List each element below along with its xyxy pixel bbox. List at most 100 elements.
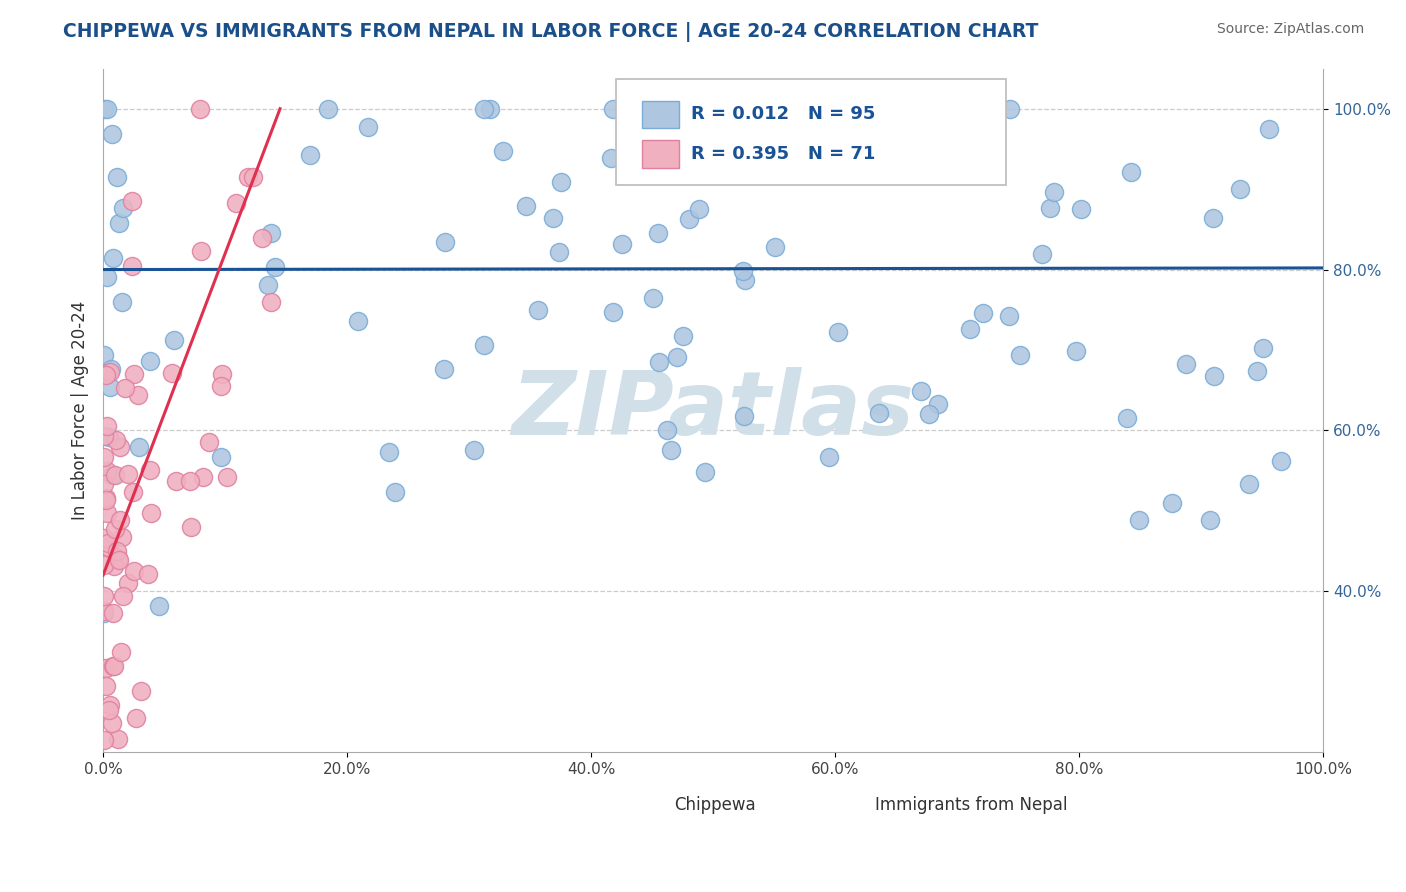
Point <box>122 367 145 381</box>
Point <box>111 202 134 216</box>
Point <box>110 513 132 527</box>
Point <box>659 443 682 458</box>
Point <box>347 314 370 328</box>
Point <box>1251 341 1274 355</box>
Point <box>1031 247 1053 261</box>
Point <box>125 711 148 725</box>
Point <box>917 407 939 421</box>
Point <box>96 419 118 434</box>
Bar <box>643 140 679 168</box>
Point <box>602 305 624 319</box>
Point <box>733 264 755 278</box>
Point <box>959 321 981 335</box>
Point <box>1064 344 1087 359</box>
Point <box>264 260 287 274</box>
Point <box>318 102 340 116</box>
Point <box>433 235 456 250</box>
Text: Immigrants from Nepal: Immigrants from Nepal <box>876 797 1069 814</box>
Point <box>211 367 233 381</box>
Point <box>98 698 121 712</box>
Point <box>733 409 755 423</box>
Point <box>94 491 117 505</box>
Point <box>688 202 710 216</box>
Point <box>100 468 122 483</box>
Point <box>610 237 633 252</box>
Point <box>1202 211 1225 226</box>
Point <box>103 659 125 673</box>
Point <box>827 326 849 340</box>
Point <box>93 531 115 545</box>
Point <box>242 170 264 185</box>
Point <box>101 658 124 673</box>
Point <box>163 333 186 347</box>
Point <box>998 102 1021 116</box>
Point <box>93 733 115 747</box>
Point <box>299 148 322 162</box>
Point <box>1229 182 1251 196</box>
Point <box>107 551 129 566</box>
Point <box>165 474 187 488</box>
Point <box>111 530 134 544</box>
Point <box>98 541 121 555</box>
Point <box>114 380 136 394</box>
Point <box>198 434 221 449</box>
Point <box>1246 363 1268 377</box>
Point <box>225 195 247 210</box>
Point <box>357 120 380 135</box>
FancyBboxPatch shape <box>616 78 1007 185</box>
Point <box>100 127 122 141</box>
Point <box>927 397 949 411</box>
Point <box>104 522 127 536</box>
Point <box>104 467 127 482</box>
Point <box>472 338 495 352</box>
Point <box>647 226 669 240</box>
Text: Source: ZipAtlas.com: Source: ZipAtlas.com <box>1216 22 1364 37</box>
Bar <box>643 101 679 128</box>
Point <box>93 348 115 362</box>
Point <box>117 467 139 481</box>
Point <box>96 102 118 116</box>
Point <box>648 355 671 369</box>
Point <box>100 362 122 376</box>
Y-axis label: In Labor Force | Age 20-24: In Labor Force | Age 20-24 <box>72 301 89 520</box>
Point <box>108 217 131 231</box>
Point <box>93 589 115 603</box>
Point <box>472 102 495 116</box>
Point <box>138 566 160 581</box>
Point <box>250 231 273 245</box>
Point <box>108 440 131 454</box>
Point <box>110 645 132 659</box>
Point <box>96 464 118 478</box>
Point <box>1039 201 1062 215</box>
Point <box>1115 411 1137 425</box>
Point <box>94 661 117 675</box>
Point <box>1010 348 1032 362</box>
Point <box>94 368 117 382</box>
Point <box>1070 202 1092 216</box>
Point <box>1161 496 1184 510</box>
Point <box>943 102 966 116</box>
Point <box>433 362 456 376</box>
Point <box>236 169 259 184</box>
Point <box>463 442 485 457</box>
Point <box>98 703 121 717</box>
Point <box>678 212 700 227</box>
Point <box>97 536 120 550</box>
Point <box>139 506 162 520</box>
Point <box>209 379 232 393</box>
Point <box>105 544 128 558</box>
Point <box>547 245 569 260</box>
Point <box>526 302 548 317</box>
Point <box>257 277 280 292</box>
Point <box>543 211 565 226</box>
Point <box>492 145 515 159</box>
Point <box>93 604 115 618</box>
Point <box>96 506 118 520</box>
Point <box>110 294 132 309</box>
Point <box>666 351 689 365</box>
Point <box>1043 186 1066 200</box>
Point <box>101 715 124 730</box>
Point <box>122 564 145 578</box>
Text: CHIPPEWA VS IMMIGRANTS FROM NEPAL IN LABOR FORCE | AGE 20-24 CORRELATION CHART: CHIPPEWA VS IMMIGRANTS FROM NEPAL IN LAB… <box>63 22 1039 42</box>
Point <box>657 102 679 116</box>
